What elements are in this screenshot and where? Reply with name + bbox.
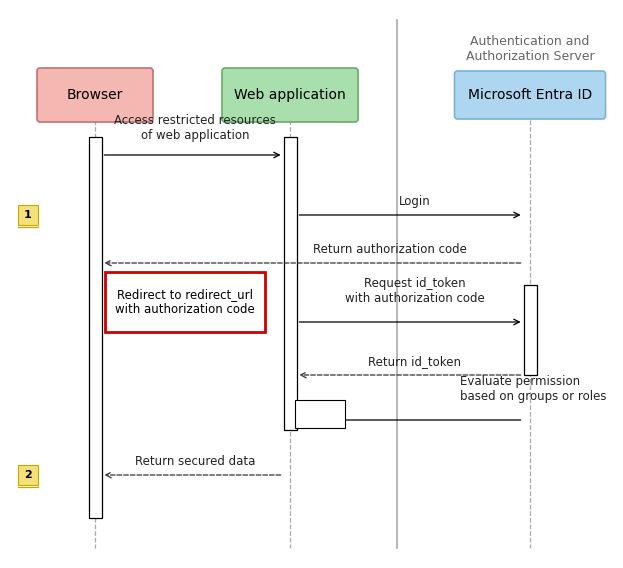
Bar (88, 137, 102, 518)
Text: Redirect to redirect_url
with authorization code: Redirect to redirect_url with authorizat… (115, 288, 255, 316)
Text: Browser: Browser (67, 88, 123, 102)
Text: Return authorization code: Return authorization code (313, 243, 467, 256)
FancyBboxPatch shape (222, 68, 358, 122)
FancyBboxPatch shape (455, 71, 606, 119)
Text: Access restricted resources
of web application: Access restricted resources of web appli… (114, 114, 276, 142)
Text: Authentication and
Authorization Server: Authentication and Authorization Server (465, 35, 594, 63)
Bar (18, 465, 38, 485)
FancyBboxPatch shape (37, 68, 153, 122)
Text: Microsoft Entra ID: Microsoft Entra ID (468, 88, 592, 102)
Text: Evaluate permission
based on groups or roles: Evaluate permission based on groups or r… (460, 375, 607, 403)
Text: Login: Login (399, 195, 431, 208)
Text: 1: 1 (24, 210, 32, 220)
Bar (523, 285, 536, 375)
Text: Return id_token: Return id_token (368, 355, 462, 368)
Text: Web application: Web application (234, 88, 346, 102)
Bar (18, 205, 38, 225)
Text: 2: 2 (24, 470, 32, 480)
Bar (283, 137, 297, 430)
Text: Return secured data: Return secured data (135, 455, 255, 468)
Bar (105, 272, 265, 332)
Text: Request id_token
with authorization code: Request id_token with authorization code (345, 277, 485, 305)
Bar (295, 400, 345, 428)
